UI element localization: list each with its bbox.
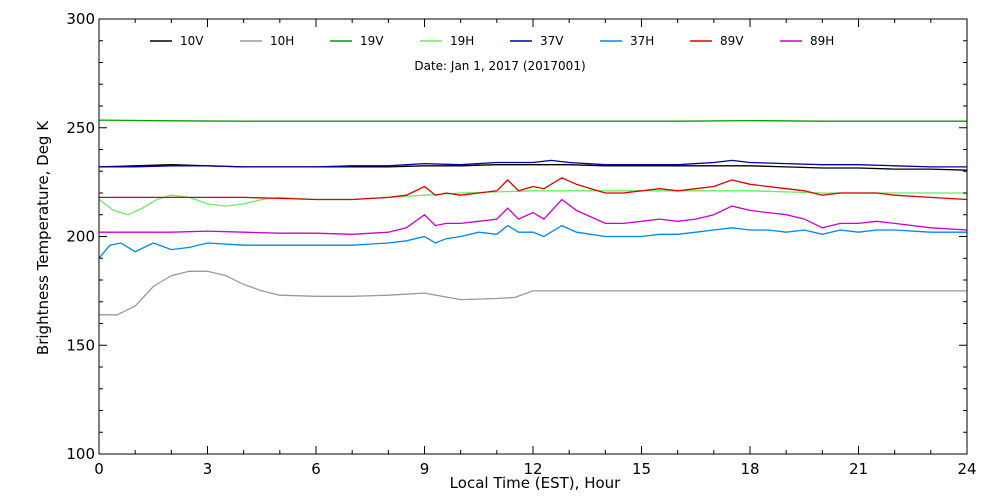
- x-axis-title: Local Time (EST), Hour: [450, 474, 621, 492]
- x-tick-label: 15: [632, 460, 651, 478]
- series-line-37v: [99, 159, 967, 168]
- x-tick-label: 3: [203, 460, 213, 478]
- series-line-89h: [99, 198, 968, 235]
- y-tick-label: 300: [66, 10, 95, 28]
- axis-ticks: [98, 18, 968, 455]
- series-line-10h: [99, 270, 967, 316]
- y-axis-title: Brightness Temperature, Deg K: [34, 120, 52, 355]
- x-tick-label: 9: [420, 460, 430, 478]
- legend: 10V 10H 19V 19H 37V 37H 89V 89H: [150, 34, 834, 48]
- x-tick-label: 0: [94, 460, 104, 478]
- date-subtitle: Date: Jan 1, 2017 (2017001): [414, 59, 585, 73]
- series-line-19h: [98, 190, 967, 216]
- series-line-37h: [98, 224, 967, 259]
- legend-label-10v: 10V: [180, 34, 204, 48]
- series-line-19v: [98, 119, 967, 122]
- legend-label-19h: 19H: [450, 34, 474, 48]
- axis-tick-labels: 0 3 6 9 12 15 18 21 24 100 150 200 250 300: [66, 10, 976, 478]
- legend-label-89v: 89V: [720, 34, 744, 48]
- x-tick-label: 21: [849, 460, 868, 478]
- legend-label-37v: 37V: [540, 34, 564, 48]
- y-tick-label: 100: [66, 445, 95, 463]
- y-tick-label: 150: [66, 336, 95, 354]
- x-tick-label: 12: [523, 460, 542, 478]
- legend-label-19v: 19V: [360, 34, 384, 48]
- x-tick-label: 6: [311, 460, 321, 478]
- x-tick-label: 24: [957, 460, 976, 478]
- legend-label-89h: 89H: [810, 34, 834, 48]
- series-line-10v: [98, 164, 968, 171]
- x-tick-label: 18: [740, 460, 759, 478]
- legend-label-10h: 10H: [270, 34, 294, 48]
- series-line-89v: [99, 177, 968, 201]
- plot-frame: [98, 18, 968, 455]
- legend-label-37h: 37H: [630, 34, 654, 48]
- y-tick-label: 200: [66, 228, 95, 246]
- y-tick-label: 250: [66, 119, 95, 137]
- series-lines: [98, 119, 968, 316]
